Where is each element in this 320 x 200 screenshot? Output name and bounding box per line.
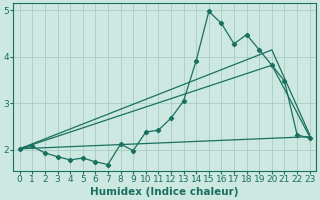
X-axis label: Humidex (Indice chaleur): Humidex (Indice chaleur): [91, 187, 239, 197]
